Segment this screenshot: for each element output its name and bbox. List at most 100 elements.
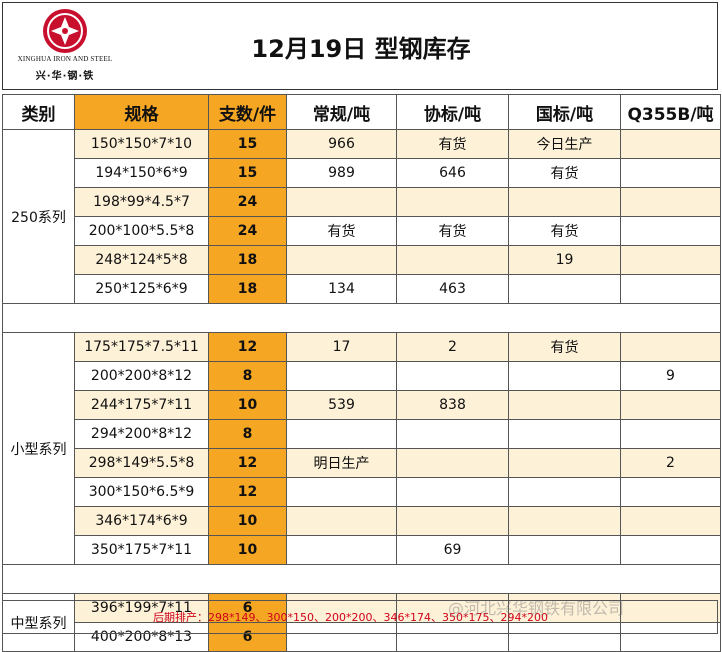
spec-cell: 300*150*6.5*9 (74, 477, 209, 507)
xiebiao-cell: 2 (396, 332, 509, 362)
spec-cell: 350*175*7*11 (74, 535, 209, 565)
guobiao-cell (508, 477, 621, 507)
separator-cell (2, 303, 721, 333)
count-cell: 8 (208, 361, 287, 391)
count-cell: 15 (208, 129, 287, 159)
table-row: 250*125*6*9 18 134 463 (3, 274, 721, 304)
xiebiao-cell: 463 (396, 274, 509, 304)
regular-cell (286, 419, 397, 449)
inventory-table: 类别 规格 支数/件 常规/吨 协标/吨 国标/吨 Q355B/吨 250系列 1… (2, 94, 721, 652)
count-cell: 15 (208, 158, 287, 188)
guobiao-cell (508, 187, 621, 217)
spec-cell: 200*200*8*12 (74, 361, 209, 391)
regular-cell: 134 (286, 274, 397, 304)
count-cell: 12 (208, 332, 287, 362)
count-cell: 18 (208, 245, 287, 275)
xiebiao-cell: 838 (396, 390, 509, 420)
spec-cell: 175*175*7.5*11 (74, 332, 209, 362)
header-xiebiao: 协标/吨 (396, 94, 509, 130)
sheet-header: XINGHUA IRON AND STEEL 兴·华·钢·铁 12月19日 型钢… (2, 2, 718, 90)
spec-cell: 198*99*4.5*7 (74, 187, 209, 217)
xiebiao-cell (396, 187, 509, 217)
xiebiao-cell: 69 (396, 535, 509, 565)
table-header-row: 类别 规格 支数/件 常规/吨 协标/吨 国标/吨 Q355B/吨 (2, 94, 721, 130)
regular-cell: 539 (286, 390, 397, 420)
q355b-cell (620, 477, 721, 507)
q355b-cell (620, 216, 721, 246)
spec-cell: 200*100*5.5*8 (74, 216, 209, 246)
xiebiao-cell (396, 361, 509, 391)
guobiao-cell (508, 448, 621, 478)
guobiao-cell (508, 506, 621, 536)
header-count: 支数/件 (208, 94, 287, 130)
watermark-text: @河北兴华钢铁有限公司 (448, 599, 625, 618)
count-cell: 12 (208, 477, 287, 507)
guobiao-cell: 有货 (508, 332, 621, 362)
q355b-cell: 9 (620, 361, 721, 391)
count-cell: 24 (208, 187, 287, 217)
table-row: 294*200*8*12 8 (3, 419, 721, 449)
guobiao-cell: 有货 (508, 158, 621, 188)
table-row: 200*200*8*12 8 9 (3, 361, 721, 391)
xiebiao-cell (396, 506, 509, 536)
guobiao-cell (508, 419, 621, 449)
regular-cell: 966 (286, 129, 397, 159)
group-separator (2, 303, 721, 333)
guobiao-cell (508, 361, 621, 391)
q355b-cell (620, 158, 721, 188)
guobiao-cell (508, 390, 621, 420)
header-guobiao: 国标/吨 (508, 94, 621, 130)
q355b-cell (620, 593, 721, 623)
guobiao-cell: 有货 (508, 216, 621, 246)
guobiao-cell (508, 535, 621, 565)
spec-cell: 294*200*8*12 (74, 419, 209, 449)
spec-cell: 346*174*6*9 (74, 506, 209, 536)
xiebiao-cell (396, 245, 509, 275)
regular-cell: 989 (286, 158, 397, 188)
company-logo: XINGHUA IRON AND STEEL 兴·华·钢·铁 (7, 7, 123, 87)
table-row: 250系列 150*150*7*10 15 966 有货 今日生产 (2, 129, 721, 304)
regular-cell: 明日生产 (286, 448, 397, 478)
regular-cell (286, 535, 397, 565)
regular-cell (286, 361, 397, 391)
guobiao-cell: 19 (508, 245, 621, 275)
regular-cell (286, 187, 397, 217)
regular-cell (286, 477, 397, 507)
regular-cell (286, 506, 397, 536)
xinghua-logo-icon (43, 9, 87, 53)
spec-cell: 396*199*7*11 (74, 593, 209, 623)
header-q355b: Q355B/吨 (620, 94, 721, 130)
count-cell: 8 (208, 419, 287, 449)
spec-cell: 250*125*6*9 (74, 274, 209, 304)
table-row: 346*174*6*9 10 (3, 506, 721, 536)
table-row: 248*124*5*8 18 19 (3, 245, 721, 275)
table-row: 244*175*7*11 10 539 838 (3, 390, 721, 420)
xiebiao-cell (396, 448, 509, 478)
table-row: 300*150*6.5*9 12 (3, 477, 721, 507)
xiebiao-cell: 646 (396, 158, 509, 188)
xiebiao-cell (396, 419, 509, 449)
logo-english-text: XINGHUA IRON AND STEEL (17, 55, 113, 63)
guobiao-cell (508, 274, 621, 304)
q355b-cell (620, 129, 721, 159)
table-body: 250系列 150*150*7*10 15 966 有货 今日生产 194*150*6*9 1… (2, 129, 721, 652)
regular-cell: 有货 (286, 216, 397, 246)
spec-cell: 248*124*5*8 (74, 245, 209, 275)
category-cell: 小型系列 (2, 332, 75, 565)
table-row: 298*149*5.5*8 12 明日生产 2 (3, 448, 721, 478)
guobiao-cell: 今日生产 (508, 129, 621, 159)
count-cell: 24 (208, 216, 287, 246)
xiebiao-cell: 有货 (396, 129, 509, 159)
spec-cell: 150*150*7*10 (74, 129, 209, 159)
logo-chinese-text: 兴·华·钢·铁 (35, 71, 95, 82)
table-row: 198*99*4.5*7 24 (3, 187, 721, 217)
q355b-cell (620, 274, 721, 304)
q355b-cell: 2 (620, 448, 721, 478)
page-title: 12月19日 型钢库存 (251, 35, 471, 63)
header-spec: 规格 (74, 94, 209, 130)
q355b-cell (620, 535, 721, 565)
table-row: 350*175*7*11 10 69 (3, 535, 721, 565)
xiebiao-cell (396, 477, 509, 507)
spec-cell: 244*175*7*11 (74, 390, 209, 420)
